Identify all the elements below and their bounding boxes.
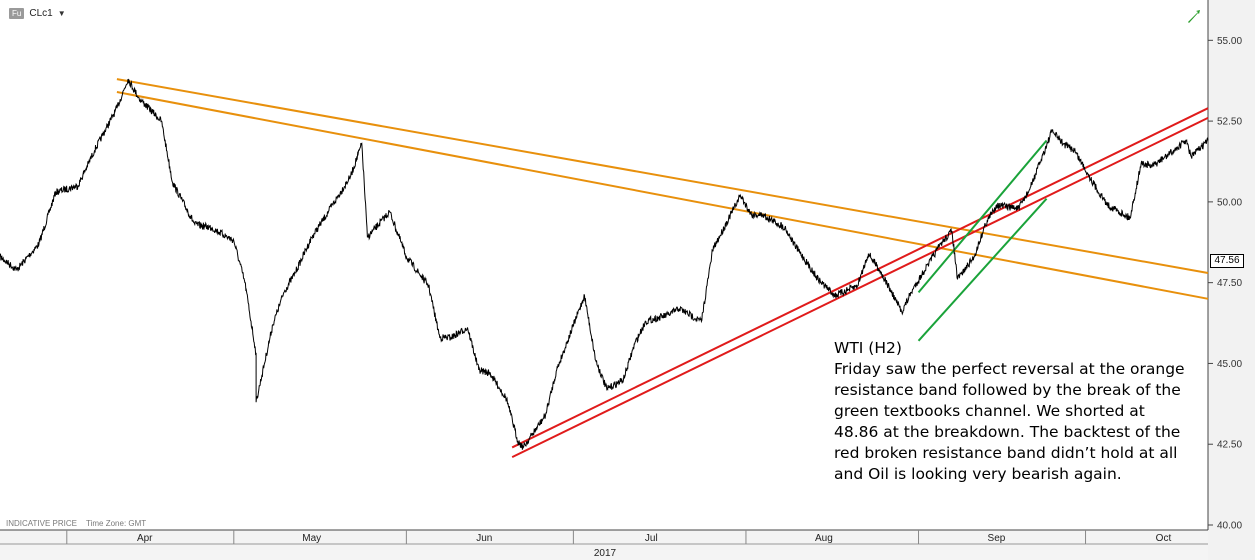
x-tick-label: Jun <box>476 533 492 544</box>
annotation-body: Friday saw the perfect reversal at the o… <box>834 360 1185 483</box>
ticker-selector[interactable]: Fu CLc1 ▼ <box>9 8 66 19</box>
x-tick-label: Sep <box>988 533 1006 544</box>
annotation-text: WTI (H2) Friday saw the perfect reversal… <box>834 338 1194 485</box>
ticker-symbol: CLc1 <box>29 8 53 19</box>
y-tick-label: 42.50 <box>1217 440 1242 451</box>
price-axis <box>1208 0 1255 560</box>
last-price-tag: 47.56 <box>1210 254 1244 268</box>
y-tick-label: 52.50 <box>1217 117 1242 128</box>
y-tick-label: 45.00 <box>1217 359 1242 370</box>
x-tick-label: Jul <box>645 533 658 544</box>
x-tick-label: Aug <box>815 533 833 544</box>
y-tick-label: 47.50 <box>1217 278 1242 289</box>
y-tick-label: 40.00 <box>1217 521 1242 532</box>
year-label: 2017 <box>594 548 617 559</box>
y-tick-label: 55.00 <box>1217 36 1242 47</box>
time-axis <box>0 530 1208 560</box>
x-tick-label: May <box>302 533 321 544</box>
green-trendline <box>917 197 1048 342</box>
green-arrow-icon <box>1188 10 1200 23</box>
annotation-title: WTI (H2) <box>834 339 902 357</box>
instrument-type-badge: Fu <box>9 8 25 19</box>
orange-trendline <box>116 91 1209 300</box>
timezone-label: Time Zone: GMT <box>86 519 146 528</box>
indicative-price-label: INDICATIVE PRICE <box>6 519 77 528</box>
green-trendline <box>917 139 1048 293</box>
x-tick-label: Apr <box>137 533 153 544</box>
chevron-down-icon: ▼ <box>57 9 66 18</box>
x-tick-label: Oct <box>1156 533 1172 544</box>
y-tick-label: 50.00 <box>1217 197 1242 208</box>
red-trendline <box>511 116 1209 459</box>
price-line <box>0 78 1209 450</box>
orange-trendline <box>116 78 1209 274</box>
